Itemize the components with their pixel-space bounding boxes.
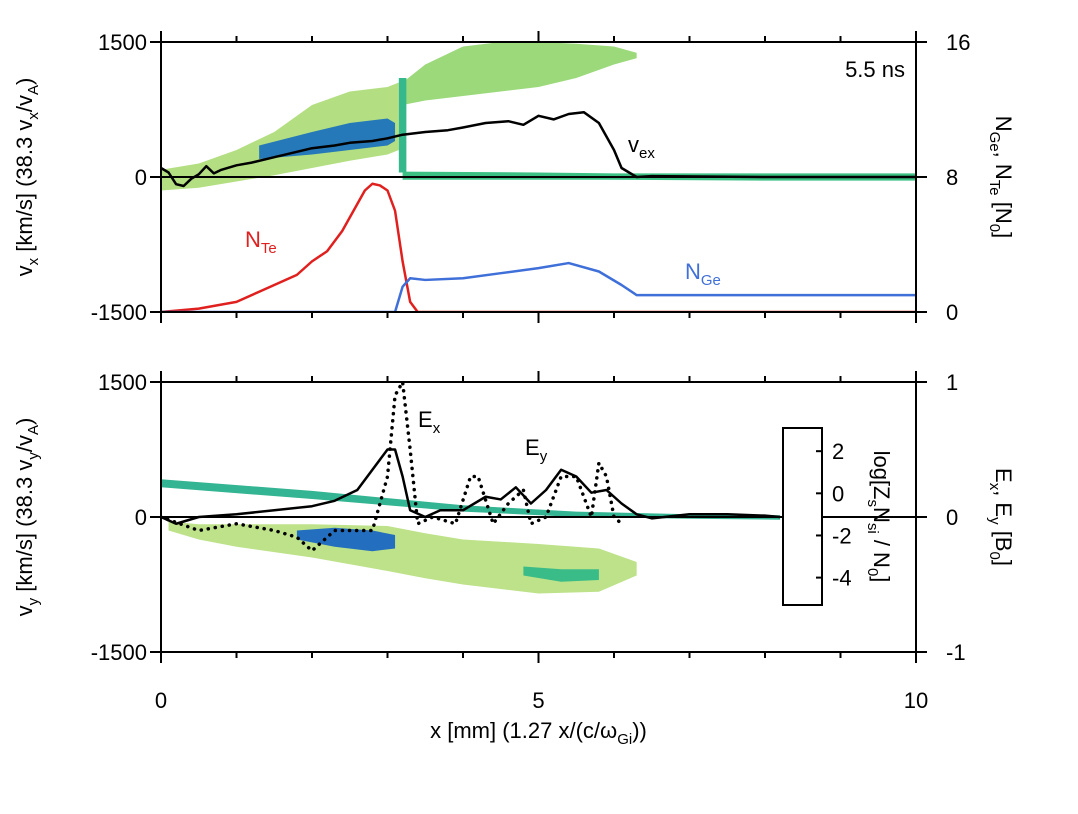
text-part: v	[12, 605, 37, 616]
density-region	[259, 118, 396, 159]
x-tick-label: 10	[904, 688, 928, 713]
series-label: NGe	[685, 259, 721, 289]
series-line	[161, 448, 781, 525]
y2-tick-label: 8	[946, 165, 958, 190]
subscript: 0	[986, 224, 1003, 232]
subscript: x	[986, 483, 1003, 491]
subscript: A	[25, 85, 42, 95]
subscript: Te	[986, 180, 1003, 196]
y-tick-label: 0	[135, 165, 147, 190]
text-part: E	[991, 468, 1016, 483]
density-region	[523, 566, 599, 582]
density-region	[161, 82, 399, 191]
text-part: ]	[869, 576, 894, 582]
subscript: y	[540, 448, 548, 465]
colorbar-label: log[ZsNsi / N0]	[864, 451, 894, 583]
series-label: vex	[628, 132, 655, 162]
subscript: 0	[864, 568, 881, 576]
subscript: y	[986, 517, 1003, 525]
y-tick-label: 1500	[98, 370, 147, 395]
text-part: /v	[12, 435, 37, 452]
text-part: v	[12, 265, 37, 276]
y2-tick-label: 0	[946, 300, 958, 325]
subscript: x	[25, 257, 42, 265]
x-tick-label: 5	[532, 688, 544, 713]
text-part: [km/s] (38.3 v	[12, 460, 37, 598]
series-line	[161, 382, 624, 553]
subscript: Ge	[701, 272, 721, 289]
text-part: log[Z	[869, 451, 894, 500]
subscript: si	[864, 523, 881, 534]
x-tick-label: 0	[155, 688, 167, 713]
text-part: ]	[991, 232, 1016, 238]
y2-tick-label: 16	[946, 30, 970, 55]
subscript: x	[433, 420, 441, 437]
text-part: x [mm] (1.27 x/(c/ω	[430, 718, 617, 743]
colorbar-tick-label: -2	[832, 523, 852, 548]
subscript: Ge	[986, 132, 1003, 152]
subscript: ex	[639, 145, 655, 162]
text-part: , N	[991, 152, 1016, 180]
y2-axis-label: NGe, NTe [N0]	[986, 116, 1016, 238]
text-part: [B	[991, 525, 1016, 552]
subscript: 0	[986, 552, 1003, 560]
density-region	[398, 78, 407, 173]
y-tick-label: 1500	[98, 30, 147, 55]
subscript: s	[864, 499, 881, 507]
text-part: [N	[991, 196, 1016, 224]
y-axis-label: vx [km/s] (38.3 vx/vA)	[12, 78, 42, 277]
y-tick-label: 0	[135, 505, 147, 530]
text-part: E	[525, 435, 540, 460]
density-region	[296, 527, 396, 552]
subscript: Te	[261, 240, 277, 257]
series-line	[161, 182, 916, 312]
y2-tick-label: 1	[946, 370, 958, 395]
y-axis-label: vy [km/s] (38.3 vy/vA)	[12, 418, 42, 617]
annotation: 5.5 ns	[845, 57, 905, 82]
text-part: v	[628, 132, 639, 157]
series-line	[161, 261, 916, 312]
colorbar-tick-label: 0	[832, 481, 844, 506]
subscript: y	[25, 597, 42, 605]
text-part: /v	[12, 95, 37, 112]
text-part: )	[12, 78, 37, 85]
text-part: / N	[869, 534, 894, 568]
subscript: y	[25, 452, 42, 460]
text-part: E	[418, 407, 433, 432]
density-region	[168, 521, 637, 594]
text-part: N	[245, 227, 261, 252]
colorbar-tick-label: -4	[832, 566, 852, 591]
text-part: ]	[991, 560, 1016, 566]
colorbar	[782, 427, 823, 606]
text-part: [km/s] (38.3 v	[12, 120, 37, 258]
text-part: N	[991, 116, 1016, 132]
text-part: N	[685, 259, 701, 284]
series-label: Ey	[525, 435, 548, 465]
density-region	[402, 42, 637, 105]
x-axis-label: x [mm] (1.27 x/(c/ωGi))	[430, 718, 647, 748]
colorbar-tick-label: 2	[832, 439, 844, 464]
y2-axis-label: Ex, Ey [B0]	[986, 468, 1016, 566]
text-part: )	[12, 418, 37, 425]
y2-tick-label: 0	[946, 505, 958, 530]
text-part: ))	[632, 718, 647, 743]
y-tick-label: -1500	[91, 300, 147, 325]
density-region	[161, 479, 781, 520]
subscript: A	[25, 425, 42, 435]
y-tick-label: -1500	[91, 640, 147, 665]
subscript: x	[25, 112, 42, 120]
text-part: , E	[991, 490, 1016, 517]
series-label: Ex	[418, 407, 441, 437]
y2-tick-label: -1	[946, 640, 966, 665]
subscript: Gi	[617, 731, 632, 748]
series-label: NTe	[245, 227, 277, 257]
series-line	[161, 110, 916, 188]
text-part: N	[869, 507, 894, 523]
